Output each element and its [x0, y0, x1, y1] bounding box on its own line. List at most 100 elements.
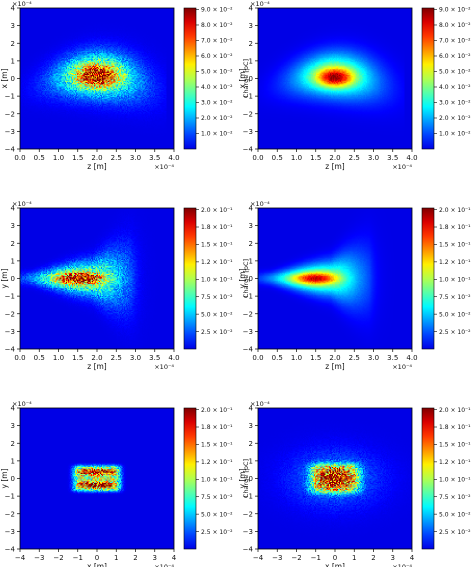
x-multiplier: ×10⁻⁴ — [154, 163, 174, 171]
y-tick-label: 2 — [11, 440, 15, 448]
y-tick-label: −3 — [5, 128, 15, 136]
y-tick-label: 3 — [11, 422, 15, 430]
colorbar-tick-label: 1.5 × 10⁻¹ — [439, 242, 471, 249]
y-tick-label: 4 — [11, 405, 16, 413]
x-tick-label: 1.5 — [72, 154, 83, 162]
x-multiplier: ×10⁻⁴ — [154, 363, 174, 371]
colorbar-tick-label: 2.5 × 10⁻² — [201, 529, 233, 536]
colorbar-label: Charge [pC] — [242, 59, 250, 98]
x-tick-label: 0 — [95, 554, 99, 562]
y-tick-label: 1 — [11, 257, 15, 265]
y-multiplier: ×10⁻⁴ — [250, 200, 270, 208]
colorbar — [421, 207, 435, 350]
x-tick-label: 0.0 — [252, 354, 263, 362]
y-tick-label: 4 — [11, 205, 16, 213]
heatmap-panel-1: 0.0 0.5 1.0 1.5 2.0 2.5 3.0 3.5 4.0 4 3 2 1 0 −1 −2 −3 −4… — [0, 0, 250, 171]
y-tick-label: 4 — [249, 405, 254, 413]
y-tick-label: −1 — [5, 493, 15, 501]
x-tick-label: 0.5 — [272, 154, 283, 162]
colorbar-tick-label: 5.0 × 10⁻² — [439, 311, 471, 318]
colorbar-tick-label: 2.0 × 10⁻¹ — [201, 407, 233, 414]
x-tick-label: 4.0 — [406, 154, 417, 162]
x-multiplier: ×10⁻⁴ — [392, 363, 412, 371]
colorbar-tick-label: 3.0 × 10⁻² — [201, 100, 233, 107]
y-tick-label: 0 — [249, 75, 253, 83]
heatmap-image — [20, 208, 174, 349]
x-tick-label: −4 — [15, 554, 26, 562]
heatmap-image — [20, 8, 174, 149]
y-tick-label: −3 — [5, 328, 15, 336]
y-tick-label: 0 — [11, 475, 15, 483]
colorbar-tick-label: 1.0 × 10⁻¹ — [439, 276, 471, 283]
heatmap-panel-3: 0.0 0.5 1.0 1.5 2.0 2.5 3.0 3.5 4.0 4 3 2 1 0 −1 −2 −3 −4… — [0, 200, 250, 371]
colorbar-tick-label: 4.0 × 10⁻² — [201, 84, 233, 91]
colorbar-tick-label: 7.5 × 10⁻² — [201, 494, 233, 501]
y-tick-label: −2 — [243, 110, 253, 118]
colorbar-tick-label: 5.0 × 10⁻² — [439, 511, 471, 518]
x-tick-label: 3.5 — [149, 354, 160, 362]
y-multiplier: ×10⁻⁴ — [12, 0, 32, 8]
colorbar-tick-label: 2.0 × 10⁻¹ — [439, 207, 471, 214]
x-tick-label: 0.0 — [14, 154, 25, 162]
colorbar-tick-label: 2.0 × 10⁻² — [201, 115, 233, 122]
x-tick-label: 4.0 — [168, 154, 179, 162]
x-tick-label: 3.0 — [130, 154, 141, 162]
colorbar-tick-label: 8.0 × 10⁻² — [439, 22, 471, 29]
y-tick-label: −4 — [243, 546, 254, 554]
x-tick-label: 0.5 — [34, 154, 45, 162]
y-tick-label: 4 — [249, 205, 254, 213]
y-tick-label: 2 — [11, 240, 15, 248]
y-tick-label: −1 — [243, 293, 253, 301]
x-tick-label: 4.0 — [406, 354, 417, 362]
colorbar-tick-label: 7.5 × 10⁻² — [439, 494, 471, 501]
colorbar — [183, 407, 197, 550]
y-tick-label: 3 — [249, 22, 253, 30]
colorbar-tick-label: 5.0 × 10⁻² — [201, 311, 233, 318]
y-multiplier: ×10⁻⁴ — [12, 400, 32, 408]
colorbar-tick-label: 2.0 × 10⁻² — [439, 115, 471, 122]
colorbar-tick-label: 7.0 × 10⁻² — [439, 38, 471, 45]
colorbar-tick-label: 1.5 × 10⁻¹ — [439, 442, 471, 449]
y-tick-label: −1 — [5, 93, 15, 101]
colorbar-tick-label: 9.0 × 10⁻² — [439, 7, 471, 14]
x-tick-label: 3 — [391, 554, 395, 562]
x-axis-label: x [m] — [325, 562, 345, 567]
x-tick-label: 1.5 — [72, 354, 83, 362]
y-tick-label: 2 — [11, 40, 15, 48]
heatmap-image — [20, 408, 174, 549]
x-tick-label: 0 — [333, 554, 337, 562]
heatmap-image — [258, 208, 412, 349]
colorbar — [421, 407, 435, 550]
colorbar-tick-label: 1.2 × 10⁻¹ — [201, 259, 233, 266]
x-axis-label: z [m] — [325, 162, 345, 171]
y-tick-label: 3 — [11, 22, 15, 30]
y-tick-label: −3 — [243, 528, 253, 536]
y-tick-label: 0 — [11, 75, 15, 83]
colorbar-tick-label: 7.0 × 10⁻² — [201, 38, 233, 45]
colorbar-tick-label: 1.0 × 10⁻² — [439, 131, 471, 138]
x-tick-label: 0.5 — [272, 354, 283, 362]
y-tick-label: −4 — [243, 346, 254, 354]
colorbar-tick-label: 7.5 × 10⁻² — [201, 294, 233, 301]
colorbar-tick-label: 6.0 × 10⁻² — [439, 53, 471, 60]
y-tick-label: 0 — [249, 275, 253, 283]
y-tick-label: −2 — [5, 110, 15, 118]
x-tick-label: −2 — [53, 554, 63, 562]
y-axis-label: y [m] — [238, 268, 247, 288]
x-tick-label: 3.0 — [368, 354, 379, 362]
x-tick-label: 1.0 — [291, 354, 302, 362]
y-tick-label: −4 — [5, 146, 16, 154]
y-tick-label: −3 — [5, 528, 15, 536]
y-multiplier: ×10⁻⁴ — [250, 400, 270, 408]
x-tick-label: 2.5 — [111, 354, 122, 362]
y-tick-label: −2 — [5, 310, 15, 318]
x-tick-label: 1.5 — [310, 154, 321, 162]
heatmap-image — [258, 408, 412, 549]
x-tick-label: 2.0 — [91, 354, 102, 362]
colorbar-tick-label: 2.5 × 10⁻² — [439, 329, 471, 336]
y-axis-label: x [m] — [0, 68, 9, 88]
colorbar — [183, 7, 197, 150]
x-tick-label: 3.0 — [368, 154, 379, 162]
y-tick-label: −3 — [243, 328, 253, 336]
colorbar-tick-label: 1.0 × 10⁻² — [201, 131, 233, 138]
